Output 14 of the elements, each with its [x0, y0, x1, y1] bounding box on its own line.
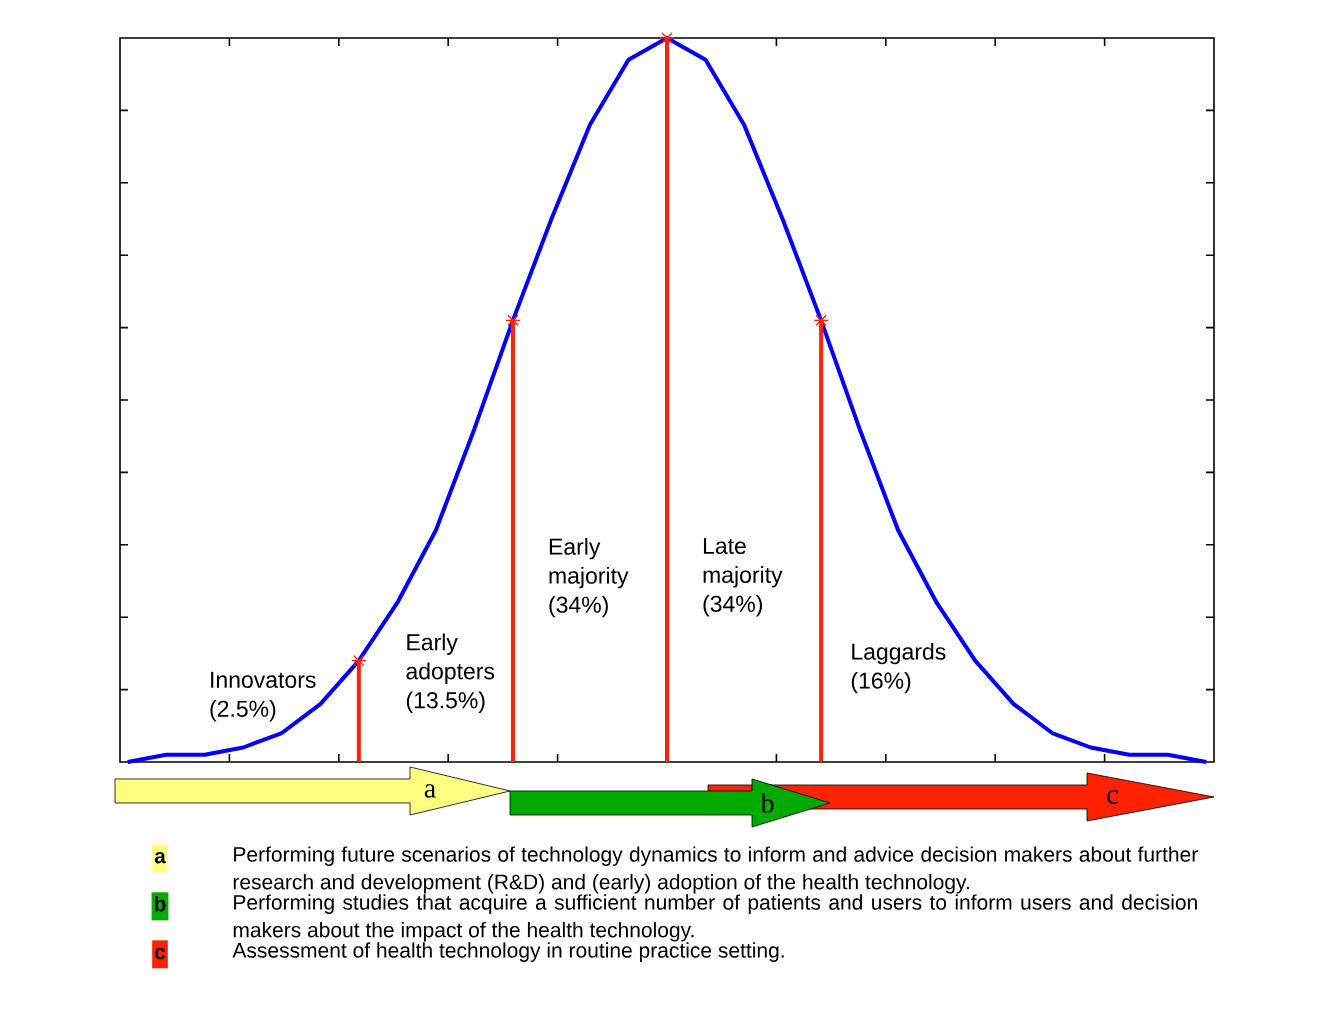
text: c [154, 947, 166, 960]
annotation: Laggards (16%) [851, 642, 946, 694]
text: Performing studies that acquire a sufficient number of patients and users to inform users and decision makers about the impact of the health technology. [233, 894, 1197, 942]
text: Assessment of health technology in routine practice setting. [232, 942, 784, 962]
annotation: Innovators (2.5%) [210, 671, 316, 722]
annotation: Early majority (34%) [549, 537, 629, 618]
text: b [760, 793, 774, 813]
text: a [424, 784, 436, 798]
annotation: Early adopters (13.5%) [406, 633, 495, 713]
annotation: Late majority (34%) [703, 537, 783, 617]
text: c [1107, 790, 1118, 804]
text: a [154, 851, 166, 864]
text: b [154, 895, 166, 912]
text: Performing future scenarios of technology dynamics to inform and advice decision makers about further research and development (R&D) and (early) adoption of the health technology. [233, 846, 1198, 894]
